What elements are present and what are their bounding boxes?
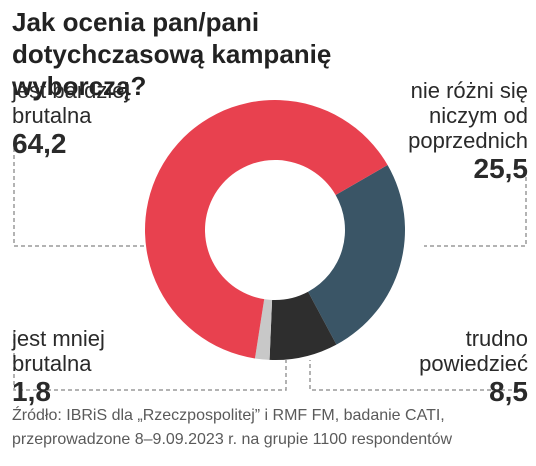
slice-same	[308, 165, 406, 345]
source-note: Źródło: IBRiS dla „Rzeczpospolitej” i RM…	[12, 404, 532, 452]
value-hard: 8,5	[489, 376, 528, 407]
label-brutal: jest bardziej brutalna 64,2	[12, 78, 212, 160]
label-same-line2: niczym od	[428, 103, 528, 128]
value-less: 1,8	[12, 376, 51, 407]
label-hard-line1: trudno	[465, 326, 528, 351]
leader-line-less	[13, 332, 287, 391]
slice-less	[254, 299, 273, 360]
label-less: jest mniej brutalna 1,8	[12, 326, 212, 408]
slice-hard	[269, 291, 337, 360]
label-same-line3: poprzednich	[408, 128, 528, 153]
leader-line-brutal	[13, 148, 162, 247]
source-line1: Źródło: IBRiS dla „Rzeczpospolitej” i RM…	[12, 407, 445, 424]
label-hard-line2: powiedzieć	[419, 351, 528, 376]
label-hard: trudno powiedzieć 8,5	[328, 326, 528, 408]
label-same: nie różni się niczym od poprzednich 25,5	[328, 78, 528, 185]
leader-line-hard	[309, 360, 526, 391]
value-same: 25,5	[473, 153, 529, 184]
chart-title: Jak ocenia pan/pani dotychczasową kampan…	[12, 7, 332, 101]
label-same-line1: nie różni się	[410, 78, 528, 103]
label-brutal-line1: jest bardziej	[12, 78, 130, 103]
value-brutal: 64,2	[12, 128, 67, 159]
leader-lines	[13, 148, 527, 391]
source-line2: przeprowadzone 8–9.09.2023 r. na grupie …	[12, 431, 453, 448]
label-less-line1: jest mniej	[12, 326, 105, 351]
donut-slices	[144, 100, 406, 360]
label-less-line2: brutalna	[12, 351, 92, 376]
leader-line-same	[424, 170, 527, 247]
label-brutal-line2: brutalna	[12, 103, 92, 128]
slice-brutal	[144, 100, 388, 359]
